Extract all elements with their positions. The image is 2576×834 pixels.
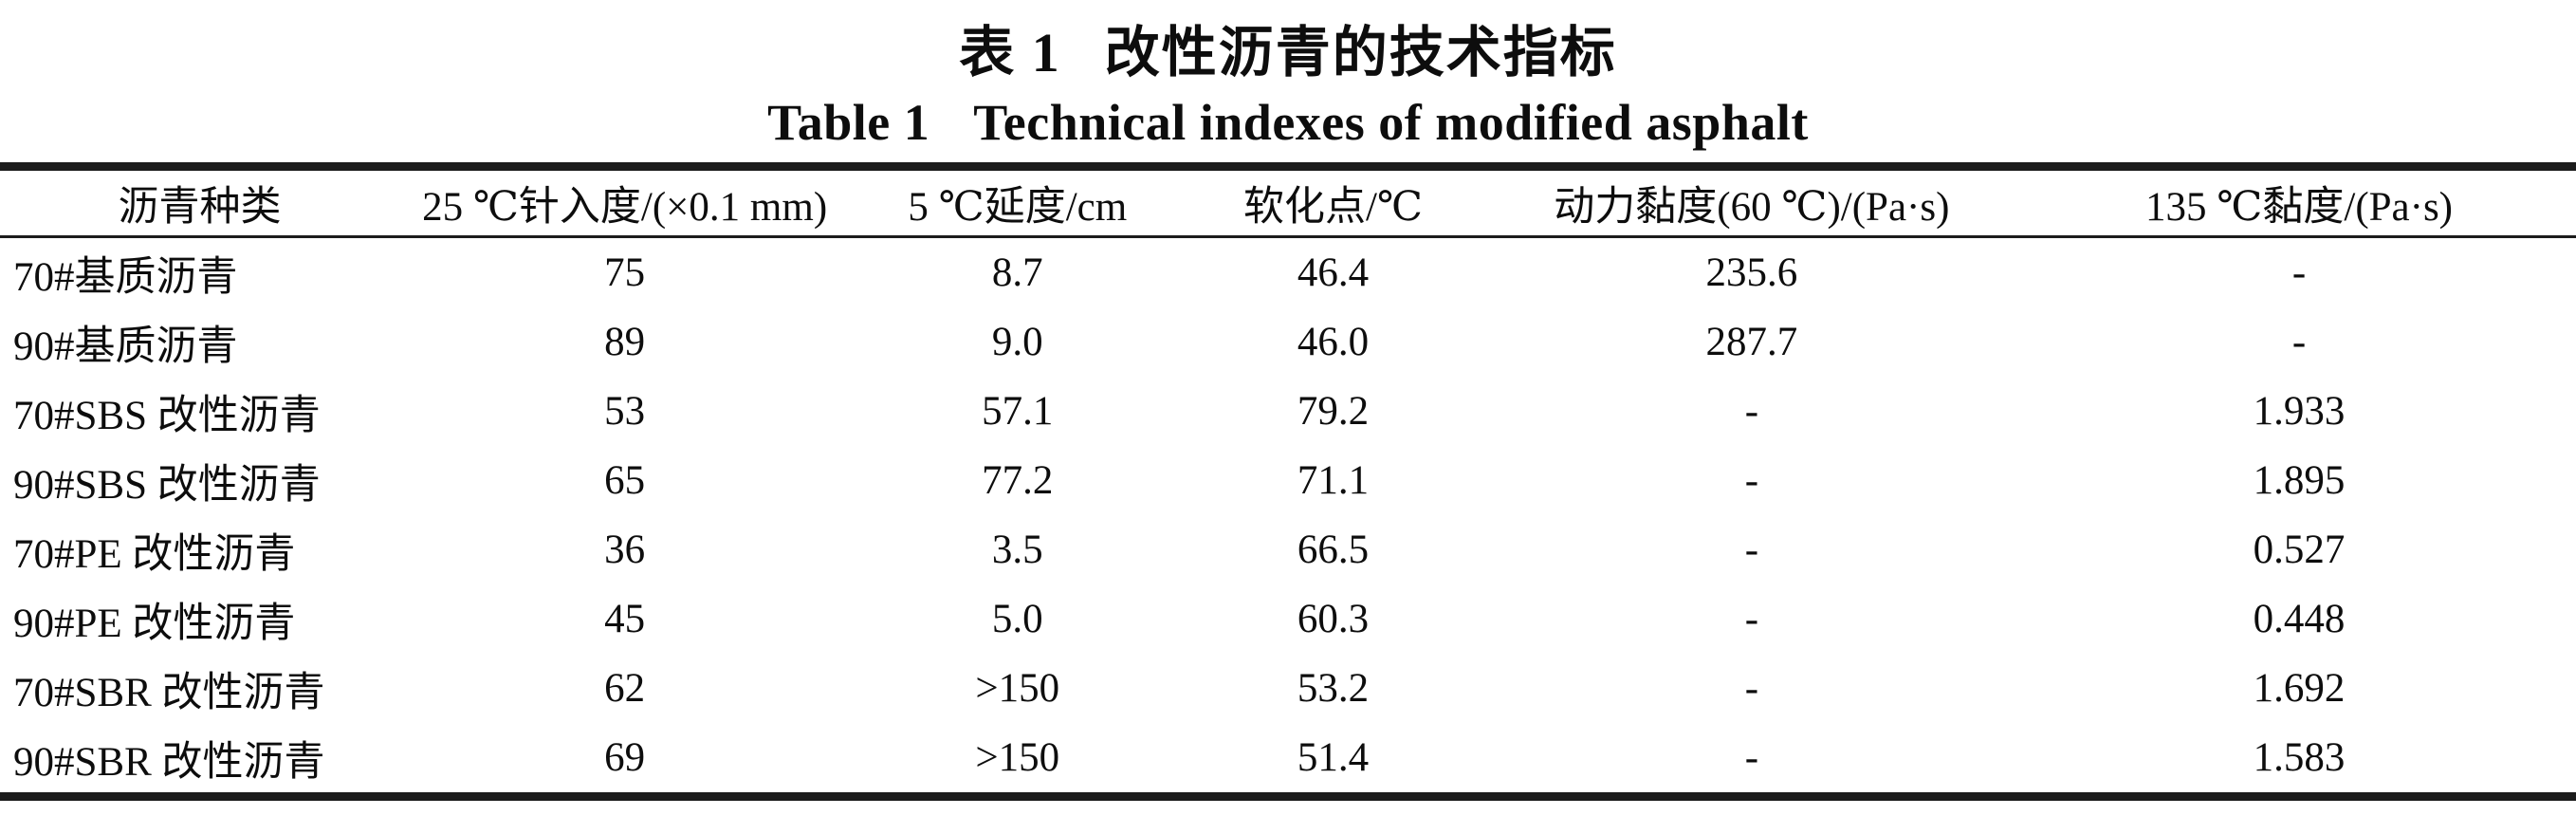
cell: 53	[604, 389, 646, 435]
table-caption-en: Table 1 Technical indexes of modified asp…	[0, 94, 2576, 151]
data-table: 沥青种类 25 ℃针入度/(×0.1 mm) 5 ℃延度/cm 软化点/℃ 动力…	[0, 162, 2576, 802]
column-header-softening-point: 软化点/℃	[1185, 166, 1481, 239]
cell: 1.692	[2253, 666, 2346, 712]
cell: 75	[604, 250, 646, 296]
row-label: 70#SBS 改性沥青	[13, 393, 321, 438]
cell: 3.5	[991, 528, 1043, 573]
cell: 66.5	[1297, 528, 1370, 573]
row-label: 90#SBR 改性沥青	[13, 739, 325, 785]
cell: 0.527	[2253, 528, 2346, 573]
table-row: 70#SBS 改性沥青 53 57.1 79.2 - 1.933	[0, 377, 2576, 446]
cell: 0.448	[2253, 597, 2346, 642]
table-caption-zh-label: 表 1	[959, 22, 1061, 83]
cell: 53.2	[1297, 666, 1370, 712]
cell: 46.0	[1297, 320, 1370, 365]
cell: 36	[604, 528, 646, 573]
cell: -	[2291, 320, 2307, 365]
column-header-dynamic-viscosity: 动力黏度(60 ℃)/(Pa·s)	[1481, 166, 2023, 239]
column-header-penetration: 25 ℃针入度/(×0.1 mm)	[398, 166, 851, 239]
cell: >150	[975, 666, 1060, 712]
cell: 1.895	[2253, 458, 2346, 504]
cell: 62	[604, 666, 646, 712]
row-label: 90#基质沥青	[13, 324, 238, 369]
column-header-viscosity-135: 135 ℃黏度/(Pa·s)	[2022, 166, 2576, 239]
column-header-ductility: 5 ℃延度/cm	[850, 166, 1186, 239]
cell: 1.583	[2253, 735, 2346, 781]
table-caption-zh-title: 改性沥青的技术指标	[1104, 22, 1617, 83]
cell: -	[1744, 458, 1759, 504]
table-row: 70#PE 改性沥青 36 3.5 66.5 - 0.527	[0, 515, 2576, 584]
cell: 5.0	[991, 597, 1043, 642]
cell: -	[1744, 666, 1759, 712]
table-caption-zh: 表 1 改性沥青的技术指标	[0, 0, 2576, 84]
table-row: 90#SBR 改性沥青 69 >150 51.4 - 1.583	[0, 723, 2576, 797]
cell: 8.7	[991, 250, 1043, 296]
cell: 65	[604, 458, 646, 504]
cell: 45	[604, 597, 646, 642]
cell: -	[1744, 597, 1759, 642]
cell: 77.2	[982, 458, 1054, 504]
row-label: 90#SBS 改性沥青	[13, 462, 321, 508]
cell: 69	[604, 735, 646, 781]
table-row: 90#SBS 改性沥青 65 77.2 71.1 - 1.895	[0, 446, 2576, 515]
cell: 9.0	[991, 320, 1043, 365]
row-label: 70#基质沥青	[13, 254, 238, 300]
cell: -	[2291, 250, 2307, 296]
cell: -	[1744, 735, 1759, 781]
table-caption-en-label: Table 1	[767, 93, 930, 151]
row-label: 70#PE 改性沥青	[13, 531, 296, 577]
table-row: 90#基质沥青 89 9.0 46.0 287.7 -	[0, 307, 2576, 377]
cell: 287.7	[1705, 320, 1798, 365]
cell: 235.6	[1705, 250, 1798, 296]
cell: 1.933	[2253, 389, 2346, 435]
cell: >150	[975, 735, 1060, 781]
row-label: 70#SBR 改性沥青	[13, 670, 325, 715]
cell: 79.2	[1297, 389, 1370, 435]
table-caption-en-title: Technical indexes of modified asphalt	[973, 93, 1809, 151]
cell: 71.1	[1297, 458, 1370, 504]
cell: 46.4	[1297, 250, 1370, 296]
table-row: 70#基质沥青 75 8.7 46.4 235.6 -	[0, 237, 2576, 308]
header-row: 沥青种类 25 ℃针入度/(×0.1 mm) 5 ℃延度/cm 软化点/℃ 动力…	[0, 166, 2576, 239]
cell: -	[1744, 389, 1759, 435]
table-row: 90#PE 改性沥青 45 5.0 60.3 - 0.448	[0, 584, 2576, 654]
cell: 89	[604, 320, 646, 365]
cell: 60.3	[1297, 597, 1370, 642]
cell: 51.4	[1297, 735, 1370, 781]
cell: 57.1	[982, 389, 1054, 435]
column-header-asphalt-type: 沥青种类	[0, 166, 399, 239]
row-label: 90#PE 改性沥青	[13, 601, 296, 646]
cell: -	[1744, 528, 1759, 573]
table-row: 70#SBR 改性沥青 62 >150 53.2 - 1.692	[0, 654, 2576, 723]
